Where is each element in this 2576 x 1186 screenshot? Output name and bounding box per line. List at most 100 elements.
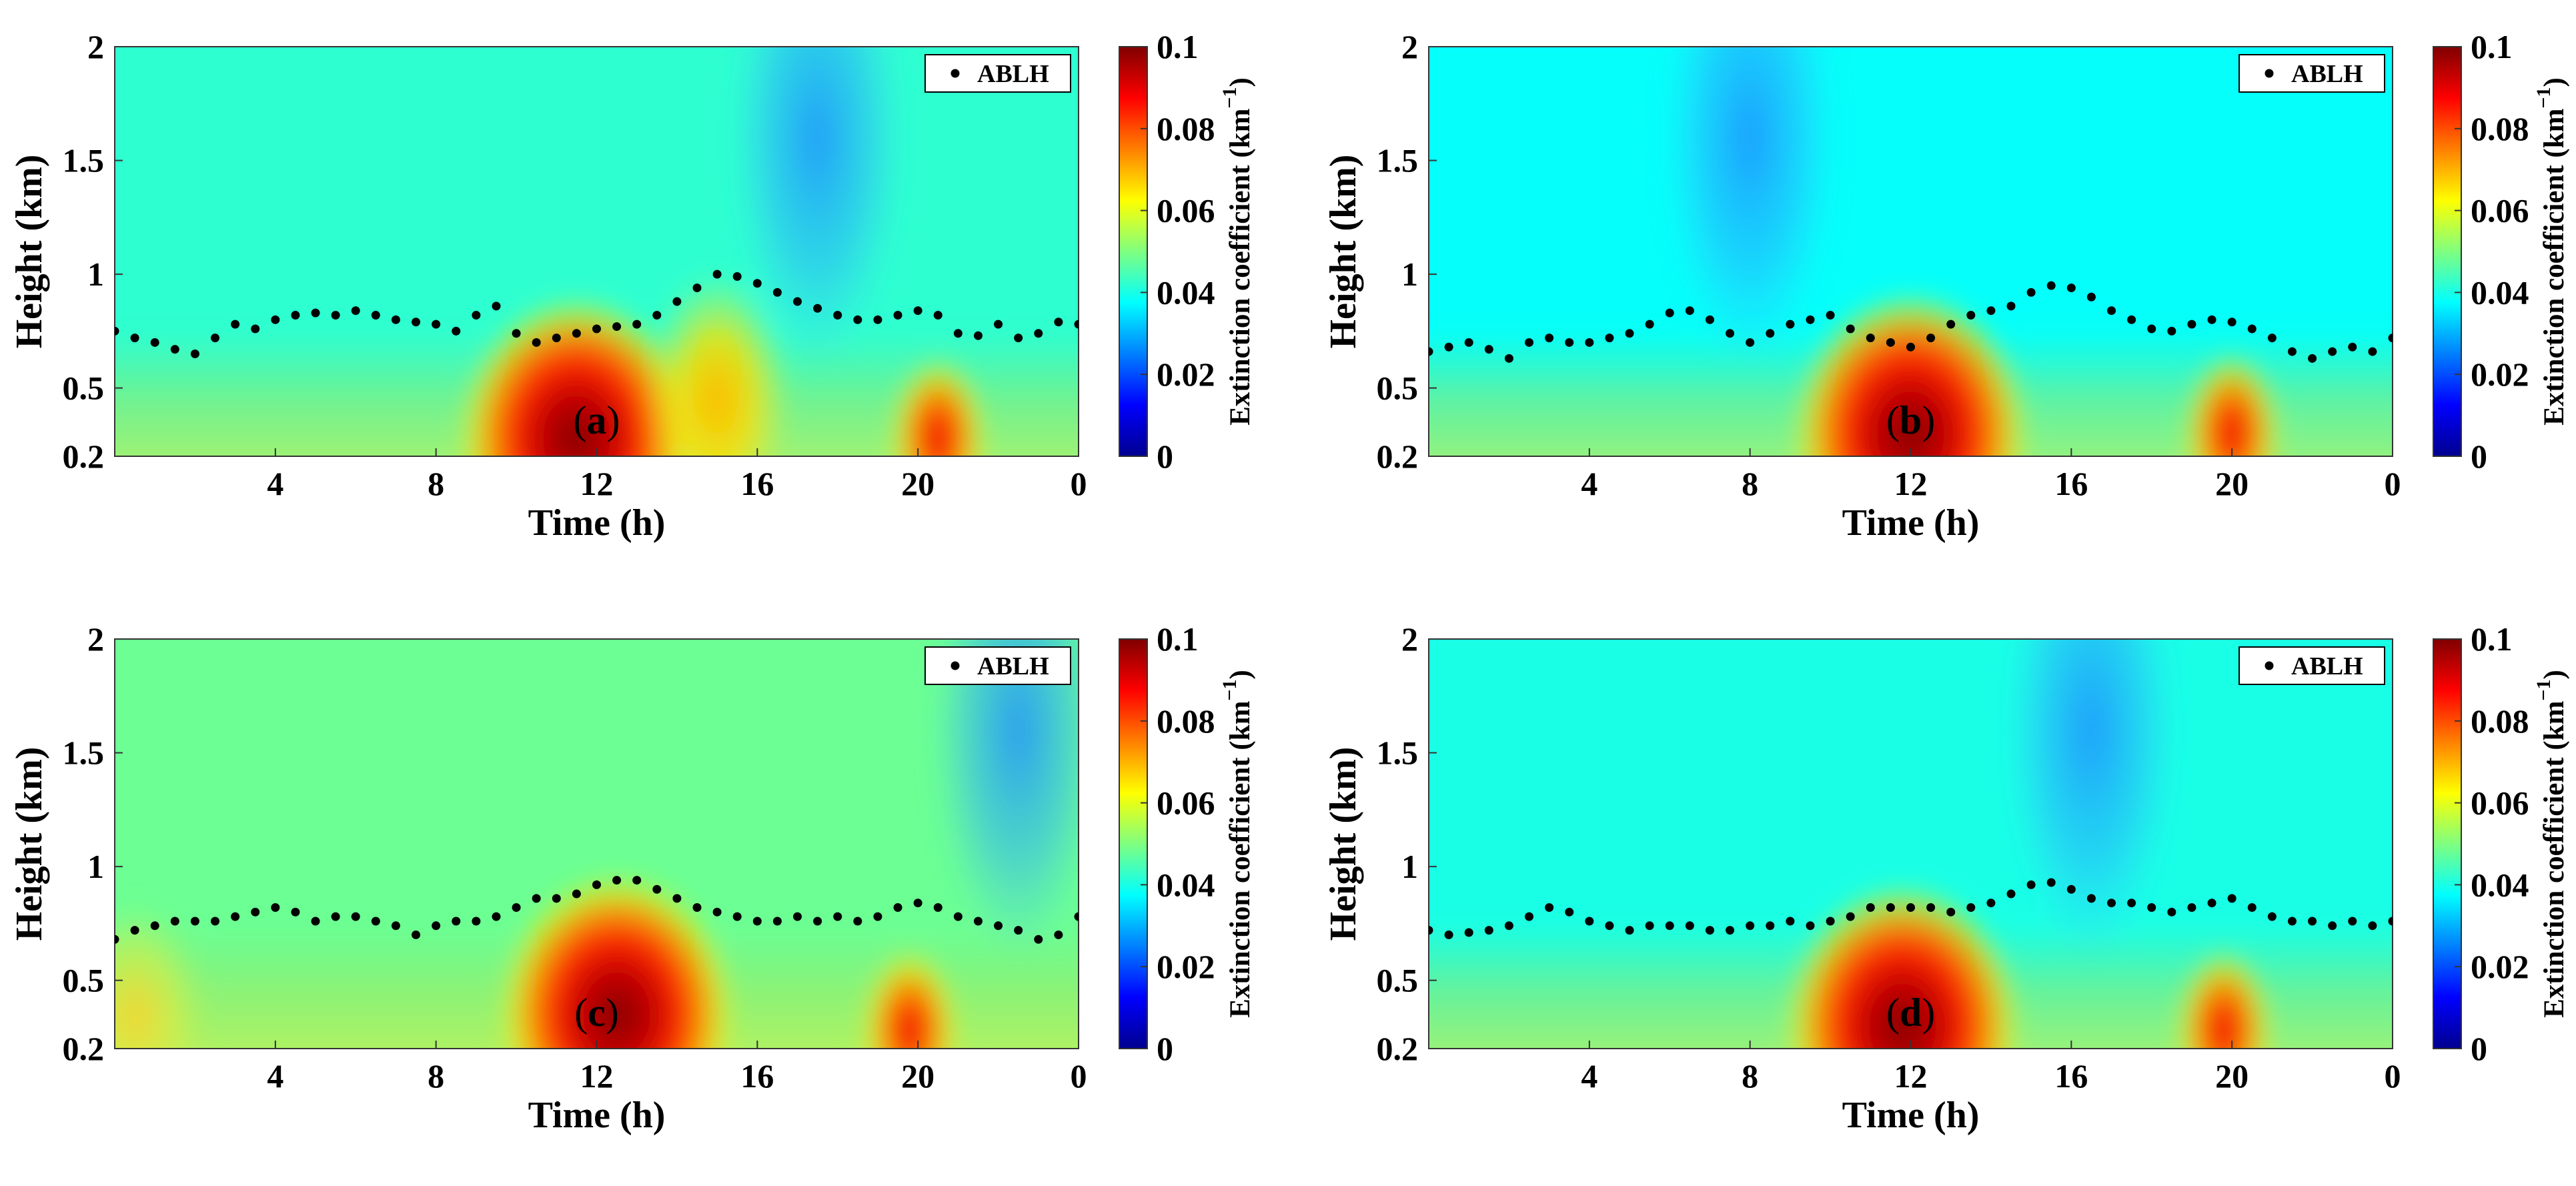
- ablh-point: [271, 315, 280, 324]
- ablh-point: [512, 329, 521, 338]
- ablh-point: [1846, 324, 1855, 334]
- ablh-point: [712, 269, 722, 279]
- feature-early-morning-haze: [115, 901, 209, 1049]
- ablh-point: [1705, 315, 1714, 324]
- ablh-point: [2207, 315, 2216, 324]
- colorbar-label-exponent: −1: [2533, 679, 2555, 700]
- ablh-point: [2187, 320, 2196, 329]
- ablh-point: [1986, 899, 1996, 908]
- ablh-point: [1766, 921, 1775, 931]
- colorbar-tick-label: 0.02: [2471, 356, 2529, 393]
- colorbar-tick-label: 0.06: [2471, 192, 2529, 229]
- ablh-point: [1786, 320, 1795, 329]
- ablh-point: [1966, 903, 1976, 913]
- y-axis-label: Height (km): [1323, 155, 1364, 349]
- ablh-point: [2267, 912, 2277, 921]
- x-tick-label: 0: [2385, 465, 2401, 502]
- ablh-point: [1946, 320, 1956, 329]
- ablh-point: [331, 311, 340, 320]
- ablh-point: [2046, 281, 2056, 290]
- ablh-point: [2227, 318, 2236, 327]
- x-tick-label: 12: [580, 1057, 614, 1095]
- ablh-point: [2247, 903, 2257, 913]
- ablh-point: [1726, 329, 1735, 338]
- ablh-point: [2207, 899, 2216, 908]
- colorbar-gradient: [2433, 638, 2462, 1049]
- panel-c: ABLH 4 8 12 16 20 0 0.2 0.5 1 1.5 2 Time (h) Height (…: [9, 620, 1256, 1136]
- ablh-point: [291, 907, 300, 917]
- colorbar-label: Extinction coefficient (km−1): [2533, 77, 2570, 426]
- colorbar-tick-label: 0.04: [2471, 273, 2529, 311]
- ablh-point: [190, 350, 199, 358]
- ablh-point: [893, 311, 902, 320]
- ablh-point: [211, 334, 220, 343]
- ablh-point: [793, 297, 802, 306]
- colorbar-tick-label: 0.06: [2471, 784, 2529, 822]
- heatmap-field: [115, 639, 1079, 1049]
- colorbar-tick-label: 0.02: [1157, 356, 1215, 393]
- ablh-point: [1565, 907, 1574, 917]
- panel-a: ABLH 4 8 12 16 20 0 0.2 0.5 1 1.5 2 Time (h) Height (…: [9, 28, 1256, 544]
- x-tick-label: 0: [1071, 1057, 1087, 1095]
- ablh-point: [1014, 926, 1023, 935]
- x-tick-label: 0: [2385, 1057, 2401, 1095]
- x-axis-label: Time (h): [528, 502, 666, 544]
- x-tick-label: 8: [1742, 465, 1758, 502]
- ablh-point: [1926, 903, 1936, 913]
- ablh-point: [2287, 917, 2297, 926]
- feature-upper-clean-air: [1663, 47, 1837, 365]
- feature-evening-plume: [891, 358, 985, 456]
- ablh-point: [391, 921, 400, 931]
- colorbar-tick-label: 0.04: [1157, 866, 1215, 903]
- panel-letter: d: [1900, 991, 1922, 1035]
- panel-b: ABLH 4 8 12 16 20 0 0.2 0.5 1 1.5 2 Time (h) Height (…: [1323, 28, 2570, 544]
- ablh-point: [130, 334, 139, 343]
- colorbar-tick-label: 0.1: [1157, 620, 1199, 658]
- y-tick-label: 1.5: [1377, 734, 1419, 772]
- colorbar-tick-label: 0: [2471, 1030, 2487, 1067]
- ablh-point: [1906, 903, 1915, 913]
- ablh-point: [1484, 926, 1493, 935]
- colorbar-tick-label: 0: [1157, 438, 1173, 475]
- ablh-point: [592, 880, 601, 889]
- ablh-point: [1054, 318, 1063, 327]
- y-tick-label: 2: [1401, 28, 1418, 65]
- legend-box: [2238, 646, 2385, 685]
- ablh-point: [532, 338, 541, 347]
- ablh-point: [130, 926, 139, 935]
- ablh-point: [2348, 342, 2357, 352]
- ablh-point: [2388, 917, 2393, 926]
- ablh-point: [2227, 894, 2236, 903]
- ablh-point: [2046, 878, 2056, 887]
- feature-evening-plume: [2185, 353, 2279, 456]
- ablh-point: [1665, 921, 1674, 931]
- colorbar-label: Extinction coefficient (km−1): [2533, 670, 2570, 1018]
- ablh-point: [2167, 326, 2176, 336]
- x-tick-label: 16: [2054, 465, 2088, 502]
- colorbar: 0 0.02 0.04 0.06 0.08 0.1 Extinction coefficie…: [2433, 620, 2570, 1067]
- ablh-series: [1429, 878, 2393, 939]
- ablh-point: [632, 876, 642, 885]
- ablh-point: [2328, 921, 2337, 931]
- ablh-point: [391, 315, 400, 324]
- x-tick-label: 4: [267, 1057, 283, 1095]
- ablh-point: [150, 921, 159, 931]
- x-tick-label: 20: [901, 1057, 934, 1095]
- ablh-point: [412, 318, 421, 327]
- ablh-point: [1444, 342, 1453, 352]
- ablh-point: [351, 306, 360, 316]
- ablh-point: [994, 320, 1003, 329]
- legend-box: [2238, 54, 2385, 93]
- ablh-point: [1625, 926, 1634, 935]
- colorbar: 0 0.02 0.04 0.06 0.08 0.1 Extinction coefficie…: [1119, 28, 1256, 475]
- ablh-point: [612, 322, 622, 332]
- ablh-point: [231, 320, 240, 329]
- legend-box: [924, 646, 1071, 685]
- y-tick-label: 1.5: [63, 734, 105, 772]
- ablh-point: [1545, 334, 1554, 343]
- ablh-point: [933, 311, 942, 320]
- colorbar-tick-label: 0.1: [2471, 620, 2513, 658]
- ablh-point: [632, 320, 642, 329]
- legend-label: ABLH: [2291, 60, 2363, 88]
- colorbar-tick-label: 0: [2471, 438, 2487, 475]
